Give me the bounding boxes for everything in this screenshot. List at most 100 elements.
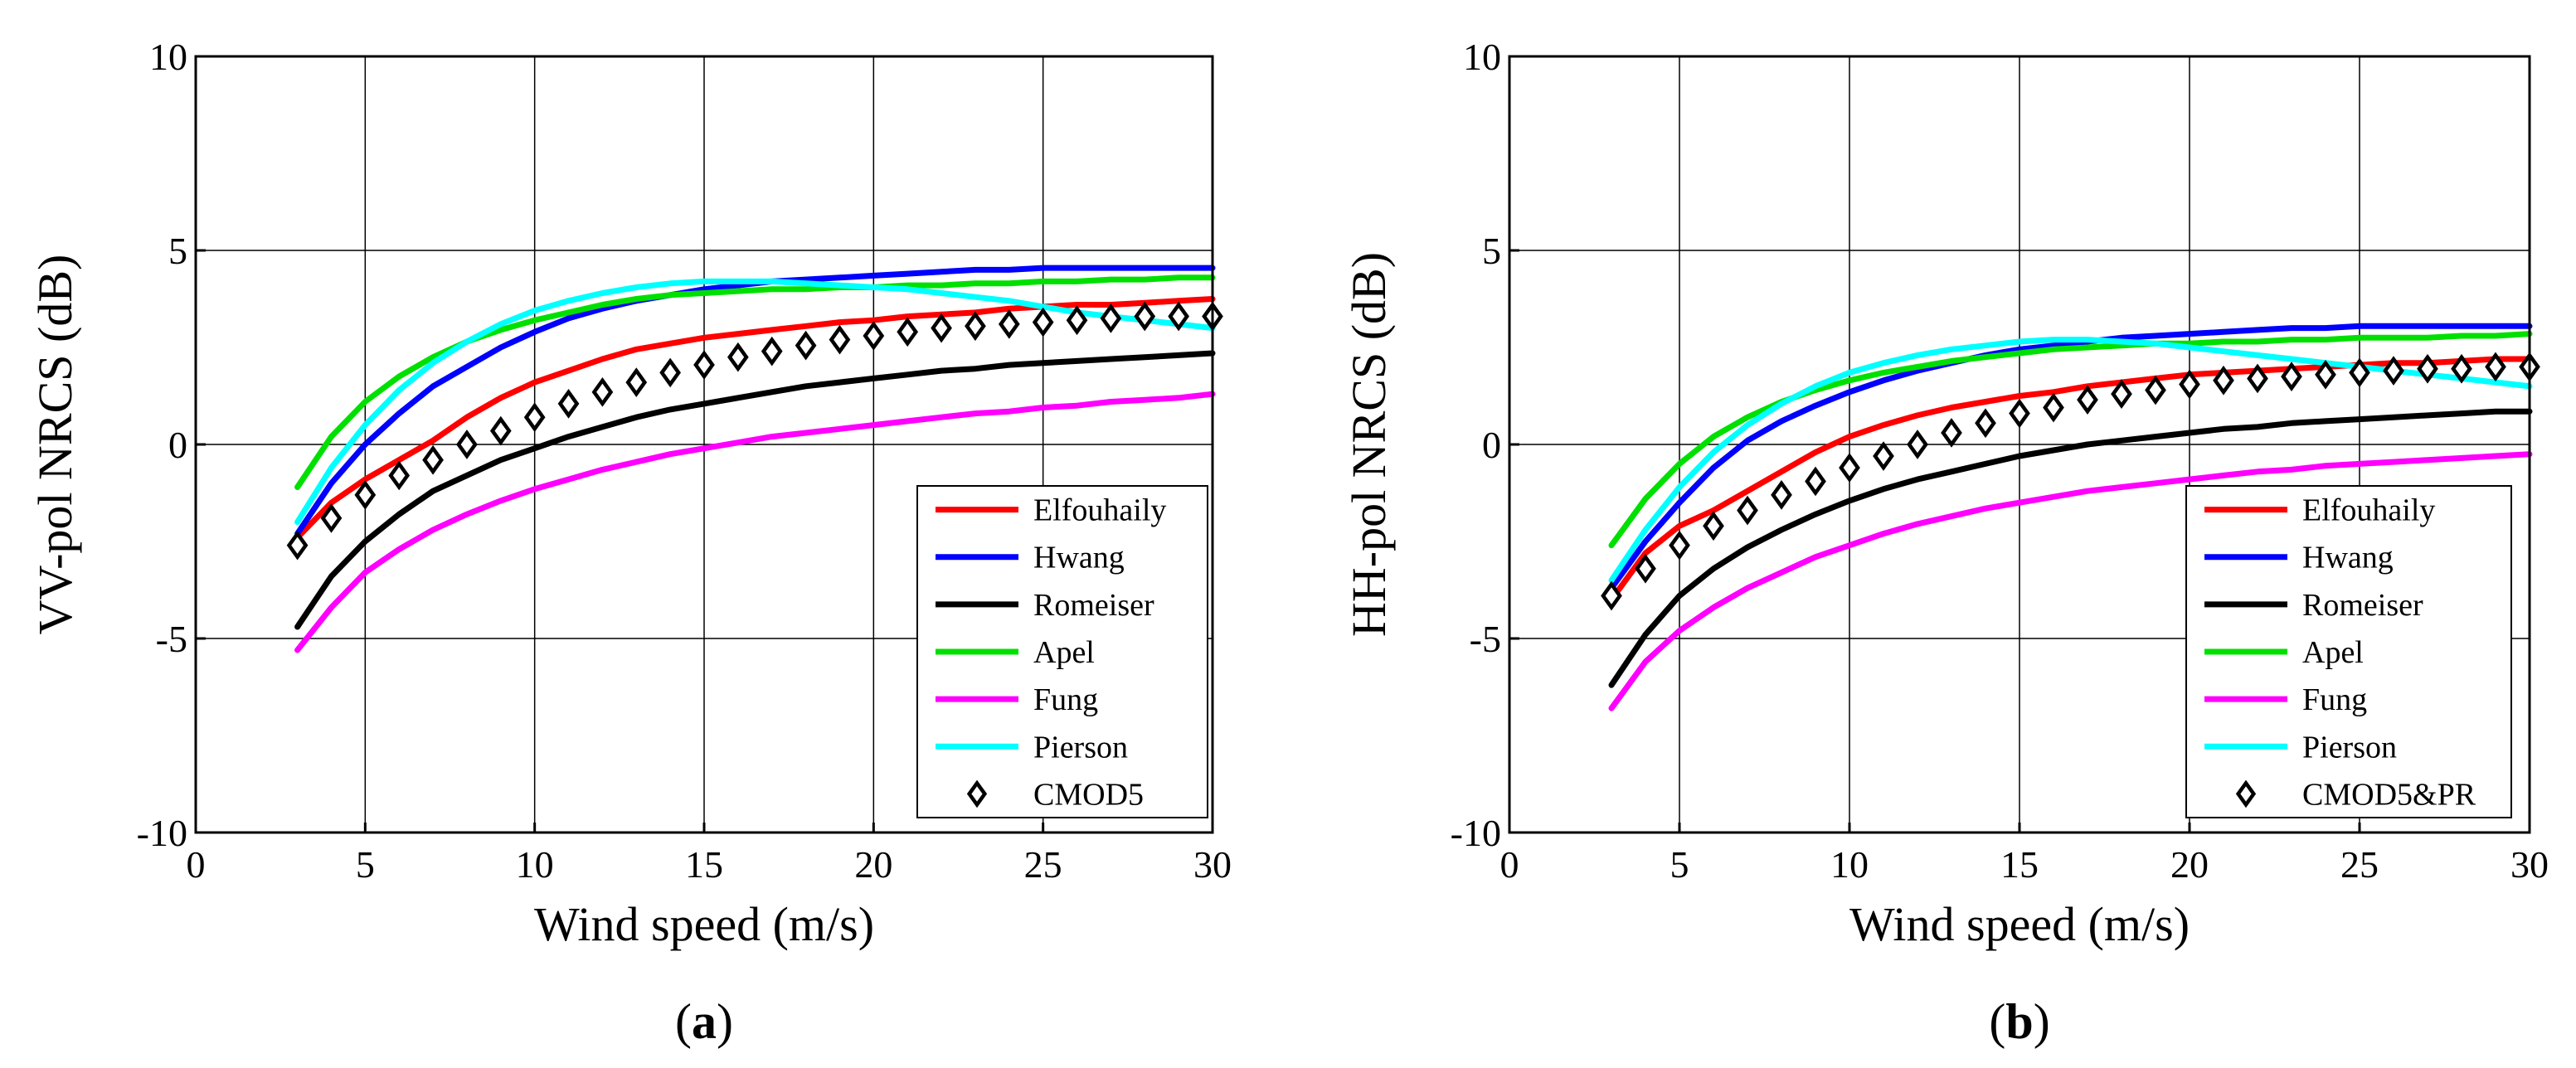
chart-2-series-cmod5-pr-point xyxy=(1601,580,1622,611)
chart-1-x-tick-label: 15 xyxy=(685,843,723,886)
chart-1-series-cmod5-point xyxy=(557,389,580,419)
chart-2-series-cmod5-pr-point xyxy=(2043,392,2064,423)
chart-1-y-tick-label: 0 xyxy=(168,424,187,466)
chart-2-legend-romeiser-label: Romeiser xyxy=(2302,588,2423,623)
chart-2-series-romeiser-line xyxy=(1608,408,2533,688)
chart-1-series-cmod5-point xyxy=(523,402,546,433)
chart-1-series-cmod5-point xyxy=(795,330,817,361)
chart-1-series-cmod5-point xyxy=(1066,305,1088,336)
chart-2-legend-pierson-label: Pierson xyxy=(2302,730,2397,765)
chart-1-series-cmod5-point xyxy=(897,317,919,347)
chart-1-legend-cmod5-swatch xyxy=(966,779,988,808)
chart-2-series-cmod5-pr-point xyxy=(1805,466,1826,497)
chart-1-series-cmod5-point xyxy=(998,309,1020,339)
chart-2-series-cmod5-pr-point xyxy=(1907,430,1928,459)
chart-2-panel-letter: b xyxy=(2005,994,2033,1049)
chart-1-series-cmod5-point xyxy=(1134,301,1156,332)
chart-1-series-cmod5-point xyxy=(965,311,986,342)
chart-1-x-axis-label: Wind speed (m/s) xyxy=(534,897,874,951)
chart-2-series-hwang-line xyxy=(1608,323,2533,591)
chart-2-series-cmod5-pr-point xyxy=(1975,408,1996,439)
chart-1-x-tick-label: 25 xyxy=(1024,843,1062,886)
chart-1-series-cmod5-point xyxy=(659,357,681,388)
chart-2-x-tick-label: 20 xyxy=(2170,843,2209,886)
chart-2-x-tick-label: 5 xyxy=(1670,843,1689,886)
chart-2-series-cmod5-pr-point xyxy=(2383,356,2404,386)
chart-2-series-cmod5-pr-point xyxy=(1771,479,1792,510)
chart-1-series-cmod5-point xyxy=(1168,301,1189,332)
chart-1-series-cmod5-point xyxy=(591,376,614,407)
chart-1-series-cmod5-point xyxy=(727,342,749,372)
chart-1-x-tick-label: 0 xyxy=(187,843,206,886)
chart-2-series-elfouhaily-line xyxy=(1608,356,2533,603)
chart-1-series-romeiser-line xyxy=(294,350,1216,630)
chart-2-series-cmod5-pr-point xyxy=(2315,359,2336,390)
chart-2-series-cmod5-pr-point xyxy=(2247,363,2268,394)
chart-1-series-elfouhaily-line xyxy=(294,296,1216,541)
chart-1-y-tick-label: 5 xyxy=(168,230,187,272)
chart-1-plot-frame xyxy=(194,55,1214,834)
chart-2-series-cmod5-pr-point xyxy=(2213,365,2234,396)
chart-2-panel-label: (b) xyxy=(1989,994,2049,1049)
chart-2-y-tick-label: -10 xyxy=(1451,812,1501,854)
chart-2-y-tick-label: 0 xyxy=(1482,424,1501,466)
chart-2-legend-apel-label: Apel xyxy=(2302,635,2364,670)
chart-2-series-cmod5-pr-point xyxy=(2179,369,2200,400)
chart-1-series-fung-line xyxy=(294,391,1216,653)
chart-2-y-tick-label: -5 xyxy=(1470,618,1501,660)
chart-2-legend: Elfouhaily Hwang Romeiser Apel Fung Pierson CM… xyxy=(2185,485,2512,818)
chart-2-series-cmod5-pr-point xyxy=(2485,352,2506,382)
chart-1-panel-label: (a) xyxy=(675,994,733,1049)
chart-1-panel-letter: a xyxy=(692,994,717,1049)
chart-2-y-axis-label: HH-pol NRCS (dB) xyxy=(1342,252,1396,637)
panel-b: 0 5 10 15 20 25 30 10 5 0 -5 -10 Elfouhaily Hwang Rome… xyxy=(1342,36,2549,1049)
chart-2-series-fung-line xyxy=(1608,451,2533,711)
chart-2-series-apel-line xyxy=(1608,331,2533,549)
chart-2-series-cmod5-pr-point xyxy=(1635,553,1656,584)
chart-1-x-tick-label: 5 xyxy=(356,843,375,886)
chart-1-series-cmod5-point xyxy=(1100,303,1122,333)
chart-1-y-tick-label: 10 xyxy=(149,36,187,78)
chart-1-legend-apel-label: Apel xyxy=(1033,635,1095,670)
chart-1-series-cmod5-point xyxy=(931,313,952,343)
chart-2-series-cmod5-pr-point xyxy=(1703,511,1724,541)
chart-2-legend-elfouhaily-label: Elfouhaily xyxy=(2302,493,2435,528)
chart-2-legend-cmod5-pr-swatch xyxy=(2235,779,2257,808)
chart-1-x-tick-label: 10 xyxy=(516,843,554,886)
chart-1-series-cmod5-point xyxy=(422,444,444,475)
chart-2-series-cmod5-pr-point xyxy=(2077,385,2098,415)
chart-1-series-cmod5-point xyxy=(388,460,411,491)
chart-2-x-tick-label: 25 xyxy=(2340,843,2379,886)
chart-2-series-cmod5-pr-point xyxy=(2009,398,2030,429)
chart-2-x-tick-label: 15 xyxy=(2000,843,2039,886)
panel-a: 0 5 10 15 20 25 30 10 5 0 -5 -10 Elfouhaily Hwang Rome… xyxy=(28,36,1232,1049)
chart-1-x-tick-label: 30 xyxy=(1193,843,1232,886)
chart-1-series-cmod5-point xyxy=(320,503,343,533)
chart-2-series-cmod5-pr-point xyxy=(2451,353,2472,384)
chart-1-y-tick-label: -10 xyxy=(137,812,187,854)
chart-2-x-tick-label: 0 xyxy=(1500,843,1519,886)
chart-2-plot-frame xyxy=(1508,55,2531,834)
chart-1-series-cmod5-point xyxy=(286,530,309,561)
chart-2-series-cmod5-pr-point xyxy=(2281,362,2302,391)
chart-2-series-cmod5-pr-point xyxy=(1737,495,1758,526)
chart-1-series-cmod5-point xyxy=(761,336,783,367)
chart-1-legend-fung-label: Fung xyxy=(1033,682,1098,717)
chart-1-legend-elfouhaily-label: Elfouhaily xyxy=(1033,493,1166,528)
chart-1-legend-romeiser-label: Romeiser xyxy=(1033,588,1154,623)
chart-1-series-cmod5-point xyxy=(1032,307,1054,337)
chart-2-y-tick-label: 5 xyxy=(1482,230,1501,272)
chart-2-x-tick-label: 10 xyxy=(1830,843,1869,886)
chart-2-series-cmod5-pr-point xyxy=(2111,379,2132,410)
chart-2-series-pierson-line xyxy=(1608,337,2533,584)
chart-2-series-cmod5-pr-point xyxy=(2145,375,2166,405)
chart-2-legend-fung-label: Fung xyxy=(2302,682,2367,717)
chart-2-x-axis-label: Wind speed (m/s) xyxy=(1849,897,2190,951)
chart-1-x-tick-label: 20 xyxy=(854,843,892,886)
chart-1-series-pierson-line xyxy=(294,278,1216,526)
chart-2-series-cmod5-pr-point xyxy=(1839,453,1860,483)
chart-2-series-cmod5-pr-point xyxy=(1669,530,1690,561)
chart-1-legend-hwang-label: Hwang xyxy=(1033,541,1125,575)
chart-1-legend-pierson-label: Pierson xyxy=(1033,730,1128,765)
